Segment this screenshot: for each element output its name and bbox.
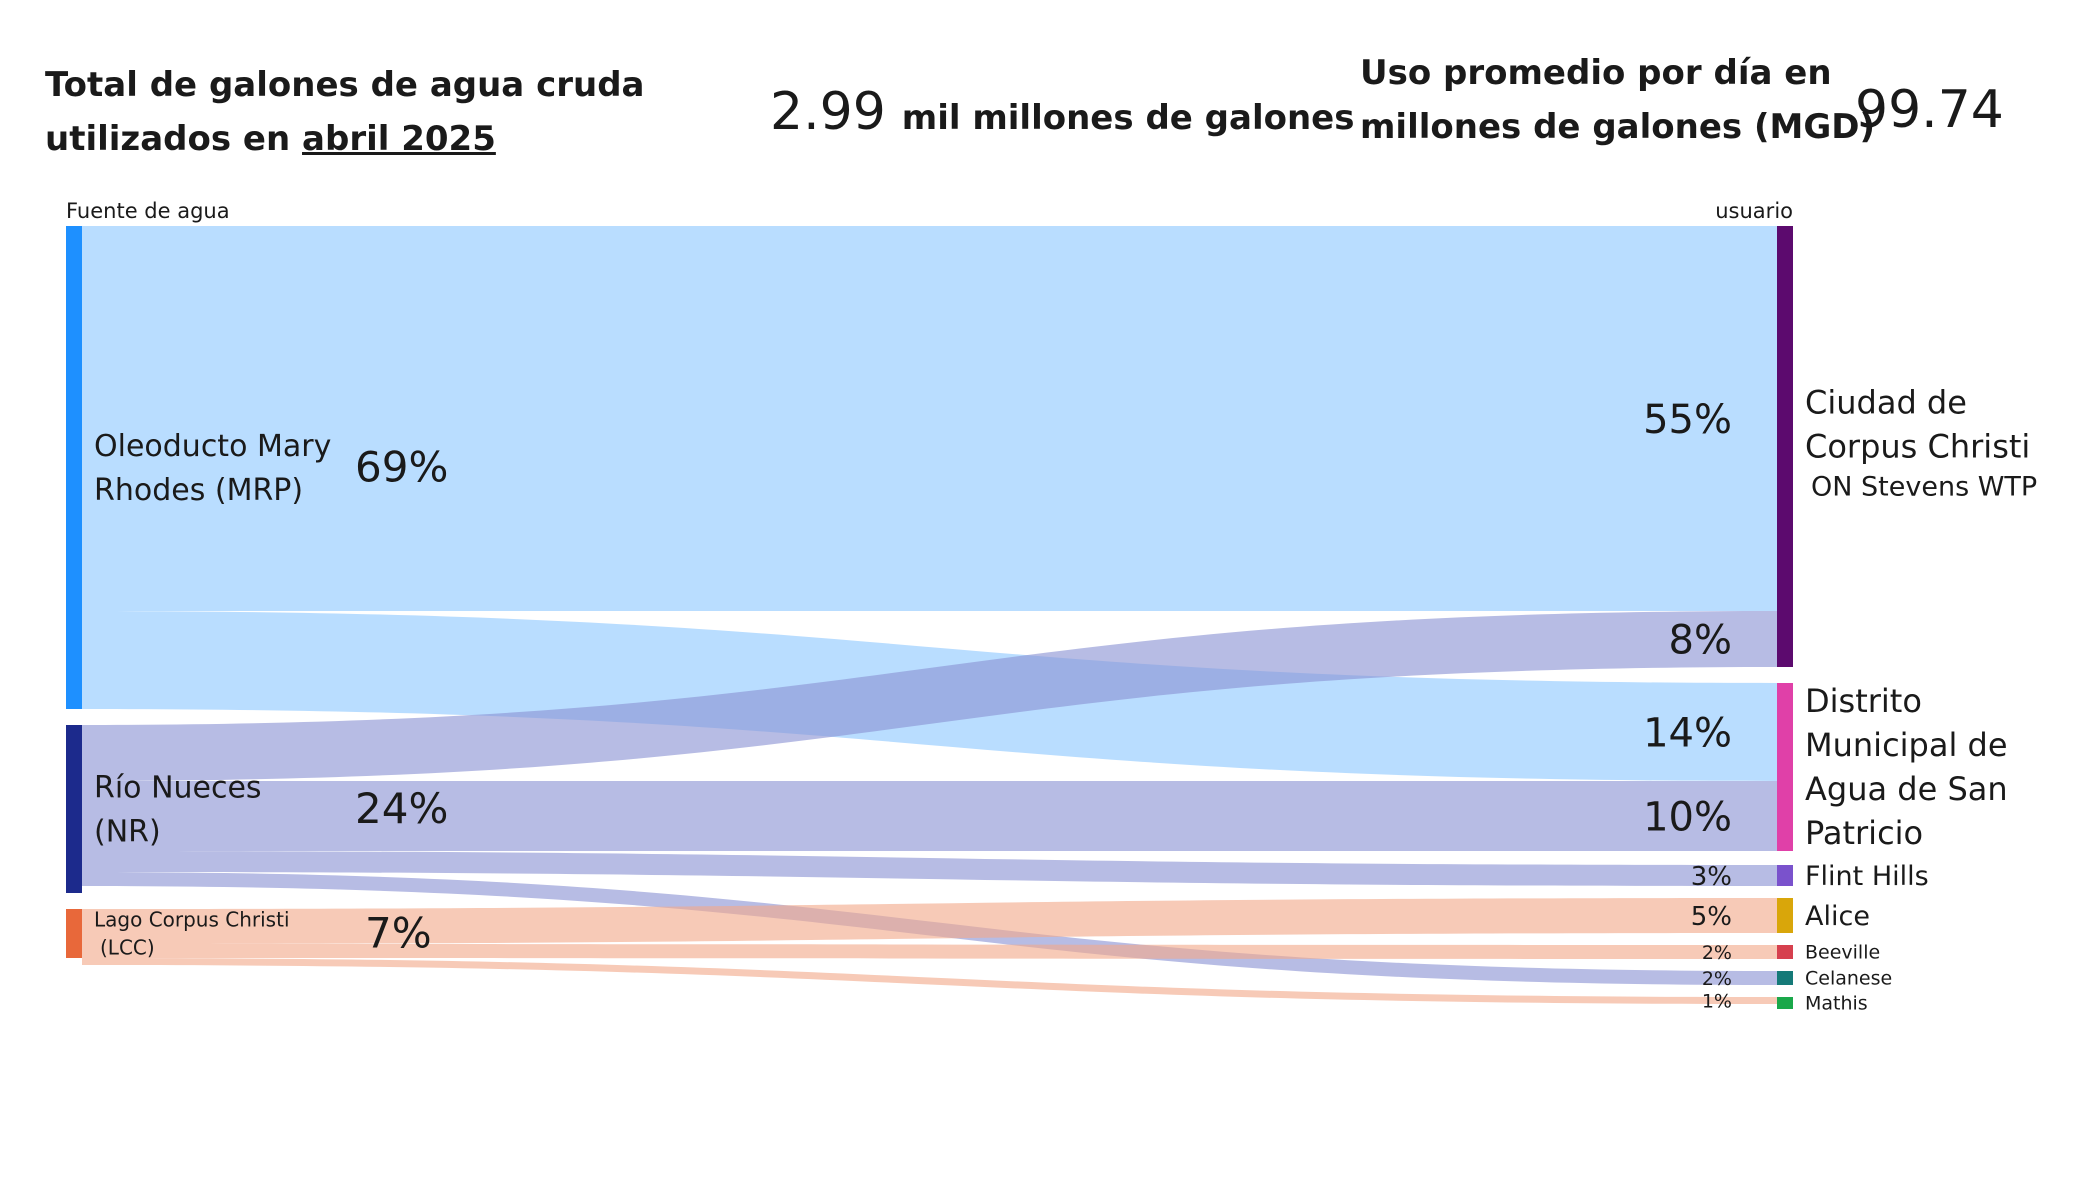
source-value-nr: 24%: [355, 784, 448, 833]
sankey-links: [82, 226, 1777, 1004]
daily-usage-title-line1: Uso promedio por día en: [1360, 53, 1832, 93]
flow-mrp-to-cc[interactable]: [82, 226, 1777, 611]
target-node-fh[interactable]: [1777, 865, 1793, 886]
total-gallons-unit: mil millones de galones: [901, 98, 1355, 138]
source-node-nr[interactable]: [66, 725, 82, 893]
target-node-be[interactable]: [1777, 945, 1793, 959]
target-column-label: usuario: [1715, 199, 1793, 223]
source-label-lcc-1: Lago Corpus Christi: [94, 908, 290, 932]
flow-label-nr-fh: 3%: [1691, 862, 1732, 892]
source-node-lcc[interactable]: [66, 909, 82, 958]
flow-nr-to-fh[interactable]: [82, 851, 1777, 886]
target-label-be-1: Beeville: [1805, 942, 1880, 964]
target-node-cc[interactable]: [1777, 226, 1793, 667]
source-node-mrp[interactable]: [66, 226, 82, 709]
flow-lcc-to-ma[interactable]: [82, 958, 1777, 1004]
target-label-sp-4: Patricio: [1805, 814, 1923, 852]
sankey-labels: 55%14%8%10%3%2%5%2%1%Oleoducto MaryRhode…: [66, 199, 2037, 1015]
target-label-sp-2: Municipal de: [1805, 726, 2008, 764]
target-node-ma[interactable]: [1777, 997, 1793, 1009]
source-label-mrp-2: Rhodes (MRP): [94, 473, 303, 508]
daily-usage-title-line2: millones de galones (MGD): [1360, 107, 1875, 147]
flow-label-nr-sp: 10%: [1643, 794, 1732, 840]
target-label-cc-1: Ciudad de: [1805, 384, 1967, 422]
total-gallons-kpi: 2.99 mil millones de galones: [770, 82, 1354, 142]
flow-label-mrp-cc: 55%: [1643, 397, 1732, 443]
flow-label-nr-ce: 2%: [1702, 968, 1732, 990]
source-value-lcc: 7%: [365, 909, 432, 958]
header-period: abril 2025: [302, 119, 496, 159]
target-label-al-1: Alice: [1805, 901, 1870, 932]
source-value-mrp: 69%: [355, 443, 448, 492]
target-node-sp[interactable]: [1777, 683, 1793, 851]
header-title: Total de galones de agua cruda utilizado…: [45, 58, 645, 166]
target-label-sp-1: Distrito: [1805, 682, 1922, 720]
target-label-ma-1: Mathis: [1805, 993, 1868, 1015]
flow-nr-to-cc[interactable]: [82, 611, 1777, 781]
header-title-line2: utilizados en abril 2025: [45, 112, 645, 166]
daily-usage-value: 99.74: [1855, 80, 2004, 140]
flow-label-mrp-sp: 14%: [1643, 710, 1732, 756]
flow-lcc-to-al[interactable]: [82, 898, 1777, 944]
daily-usage-title: Uso promedio por día en millones de galo…: [1360, 46, 1875, 154]
target-label-ce-1: Celanese: [1805, 968, 1892, 990]
source-column-label: Fuente de agua: [66, 199, 230, 223]
flow-label-nr-cc: 8%: [1669, 617, 1732, 663]
target-node-ce[interactable]: [1777, 971, 1793, 985]
target-label-sp-3: Agua de San: [1805, 770, 2008, 808]
source-label-nr-2: (NR): [94, 815, 161, 850]
source-label-nr-1: Río Nueces: [94, 771, 262, 806]
total-gallons-value: 2.99: [770, 82, 886, 142]
target-label-cc-2: Corpus Christi: [1805, 428, 2030, 466]
header-title-prefix: utilizados en: [45, 119, 303, 159]
target-node-al[interactable]: [1777, 898, 1793, 933]
sankey-nodes: [66, 226, 1793, 1009]
flow-nr-to-sp[interactable]: [82, 781, 1777, 851]
target-sublabel-cc: ON Stevens WTP: [1811, 472, 2037, 503]
flow-label-lcc-be: 2%: [1702, 942, 1732, 964]
flow-label-lcc-al: 5%: [1691, 902, 1732, 932]
flow-label-lcc-ma: 1%: [1702, 990, 1732, 1012]
source-label-lcc-2: (LCC): [100, 936, 155, 960]
header-title-line1: Total de galones de agua cruda: [45, 65, 645, 105]
flow-lcc-to-be[interactable]: [82, 944, 1777, 959]
source-label-mrp-1: Oleoducto Mary: [94, 429, 331, 464]
target-label-fh-1: Flint Hills: [1805, 861, 1929, 892]
